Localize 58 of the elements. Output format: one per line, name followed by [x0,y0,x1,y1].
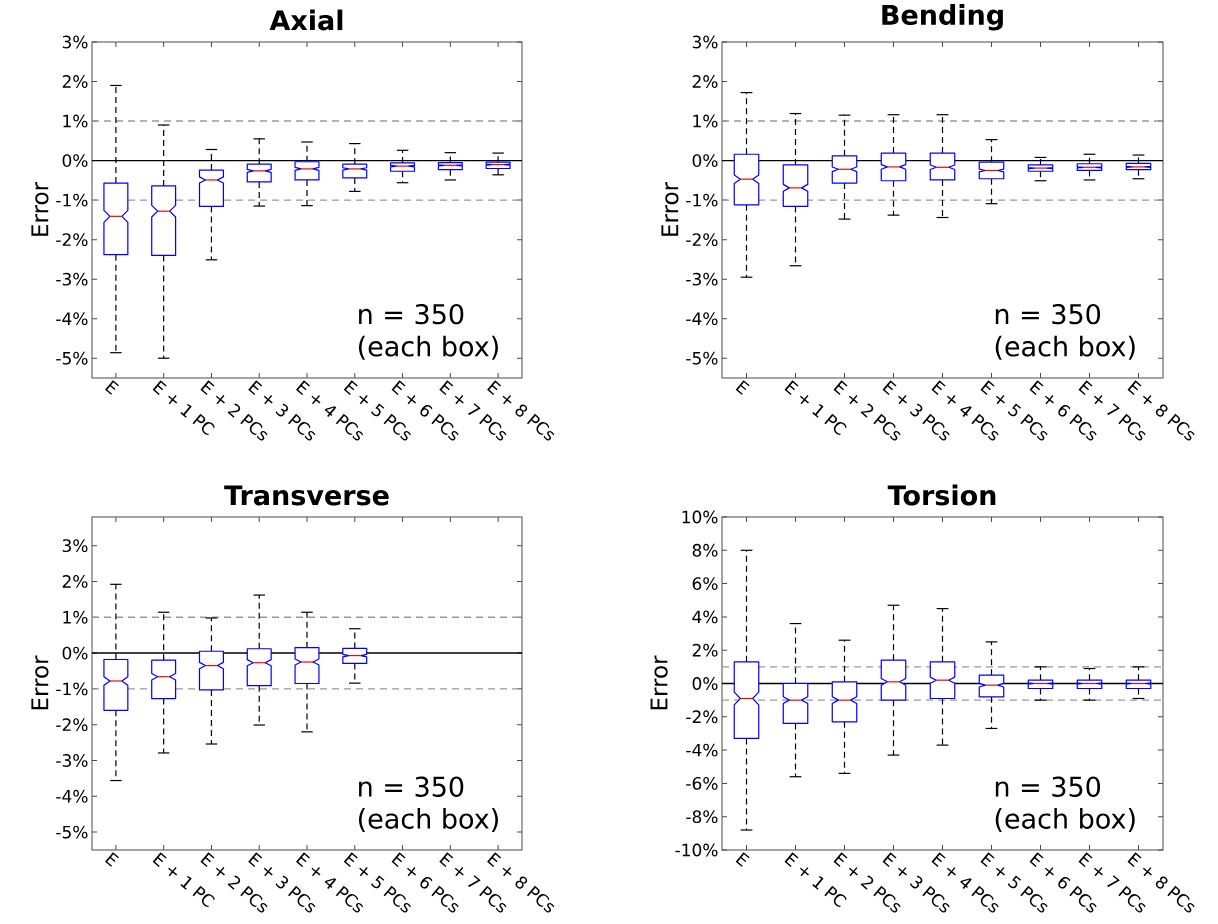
y-tick-label: -1% [56,193,88,207]
x-tick-label: E [735,380,750,395]
y-tick-label: -2% [686,233,718,247]
y-tick-label: 1% [63,610,88,624]
y-tick-label: 6% [692,577,718,591]
y-tick-label: -4% [56,789,88,803]
annotation: (each box) [995,335,1135,360]
y-tick-label: -4% [686,312,718,326]
y-tick-label: -5% [686,351,718,365]
x-tick-label: E [105,380,120,395]
annotation: n = 350 [359,776,464,797]
y-tick-label: 3% [62,539,88,553]
y-tick-label: -2% [686,710,718,724]
y-tick-label: -3% [56,754,88,767]
y-tick-label: -1% [686,193,718,207]
y-tick-label: -4% [56,312,88,326]
y-tick-label: 0% [692,677,718,690]
y-tick-label: -2% [56,233,88,247]
annotation: n = 350 [359,303,464,325]
y-tick-label: 0% [692,154,718,167]
y-tick-label: -10% [675,843,718,857]
y-tick-label: 10% [682,510,718,524]
x-tick-label: E [105,852,120,867]
chart-title: Bending [882,4,1003,31]
chart-title: Transverse [224,485,389,506]
y-axis-title: Error [31,181,49,236]
y-tick-label: 2% [62,575,88,588]
chart-title: Axial [269,9,343,31]
annotation: n = 350 [995,303,1101,325]
y-tick-label: 3% [692,35,718,49]
y-tick-label: 0% [62,646,88,660]
y-tick-label: -1% [56,682,88,696]
annotation: (each box) [358,807,498,833]
y-tick-label: -3% [686,272,718,286]
y-tick-label: -5% [56,825,88,839]
x-tick-label: E [735,852,750,867]
annotation: (each box) [358,335,498,360]
y-tick-label: 8% [692,543,718,557]
annotation: n = 350 [995,776,1101,797]
y-tick-label: -5% [56,351,88,365]
y-tick-label: 2% [692,643,718,657]
y-axis-title: Error [661,181,679,236]
y-tick-label: -2% [56,718,88,732]
y-tick-label: 0% [62,154,88,167]
y-tick-label: 4% [692,610,718,624]
y-tick-label: 1% [693,114,718,128]
y-tick-label: 1% [63,114,88,128]
y-axis-title: Error [31,655,49,710]
y-tick-label: 2% [62,75,88,88]
y-tick-label: -3% [56,272,88,286]
y-tick-label: -8% [686,810,718,824]
y-tick-label: -6% [686,776,718,790]
y-axis-title: Error [650,655,668,710]
y-tick-label: 2% [692,75,718,88]
annotation: (each box) [995,807,1135,833]
y-tick-label: 3% [62,35,88,49]
y-tick-label: -4% [686,743,718,757]
chart-title: Torsion [887,484,996,506]
